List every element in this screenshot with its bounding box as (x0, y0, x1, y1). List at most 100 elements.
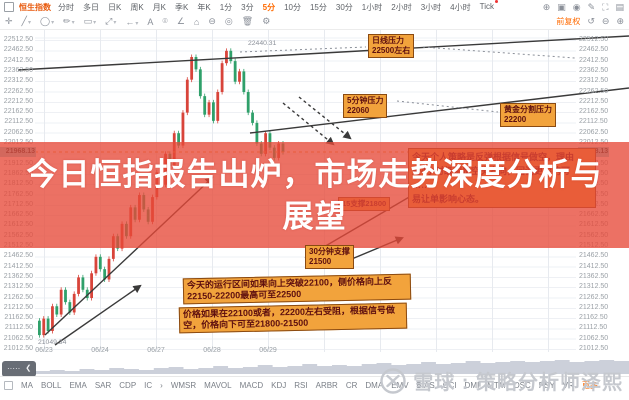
indicator-osc[interactable]: OSC (513, 380, 531, 390)
indicator-psy[interactable]: PSY (538, 380, 555, 390)
magnet-icon[interactable]: ⌂ (193, 16, 200, 27)
period-tab-季K[interactable]: 季K (175, 2, 189, 12)
indicator-wmsr[interactable]: WMSR (170, 380, 197, 390)
fullscreen-icon[interactable]: ⛶ (602, 1, 609, 12)
crosshair-icon[interactable]: ✛ (5, 16, 13, 26)
indicator-boll[interactable]: BOLL (41, 380, 62, 390)
panel-icon[interactable]: ▤ (615, 1, 624, 12)
target-icon[interactable]: ◎ (224, 16, 233, 26)
indicator-kdj[interactable]: KDJ (271, 380, 287, 390)
xueqiu-logo-icon (380, 367, 406, 394)
note-support-30min[interactable]: 30分钟支撑 21500 (305, 245, 354, 269)
indicator-bias[interactable]: BIAS (416, 380, 435, 390)
symbol-name[interactable]: 恒生指数 (19, 2, 51, 12)
period-tab-4小时[interactable]: 4小时 (450, 2, 471, 12)
period-tab-多日[interactable]: 多日 (83, 2, 99, 12)
period-tab-日K[interactable]: 日K (108, 2, 122, 12)
price-tick: 22512.50 (3, 36, 33, 43)
indicator-ic[interactable]: IC (144, 380, 153, 390)
indicator-sar[interactable]: SAR (94, 380, 112, 390)
period-tab-30分[interactable]: 30分 (335, 2, 353, 12)
note-5min-resistance[interactable]: 5分钟压力 22060 (343, 94, 388, 118)
indicator-checkbox-icon[interactable] (4, 380, 13, 390)
note-breakout-range[interactable]: 今天的运行区间如果向上突破22100，侧价格向上反 22150-22200最高可… (182, 273, 412, 305)
indicator-cci[interactable]: CCI (442, 380, 457, 390)
adjust-mode-label[interactable]: 前复权 (556, 17, 581, 26)
layout-select-icon[interactable]: ▣ (557, 1, 566, 12)
period-tab-5分[interactable]: 5分 (262, 2, 276, 12)
period-tab-月K[interactable]: 月K (152, 2, 167, 12)
indicator-ema[interactable]: EMA (69, 380, 87, 390)
collapsed-panel[interactable]: ····· ❮ (2, 361, 37, 377)
undo-icon[interactable]: ↺ (587, 16, 595, 26)
settings-icon[interactable]: ⚙ (262, 16, 271, 26)
brush-icon[interactable]: ✏▾ (63, 16, 75, 26)
period-tab-1分[interactable]: 1分 (219, 2, 233, 12)
indicator-arbr[interactable]: ARBR (315, 380, 338, 390)
add-icon[interactable]: ⊕ (542, 1, 551, 12)
date-tick: 06/29 (259, 347, 277, 354)
trendline-upper (17, 35, 629, 71)
annotation-icon[interactable]: ⌾ (162, 16, 168, 26)
drawing-toolbar: ✛ ╱▾ ◯▾ ✏▾ ▭▾ ⤢▾ ←▾ A ⌾ ∠ ⌂ ⊖ ◎ 🗑 ⚙ 前复权 ↺ ⊖ ⊕ (0, 14, 629, 30)
price-tick: 21312.50 (3, 283, 33, 291)
remove-icon[interactable]: ⊖ (208, 16, 216, 26)
indicator-vr[interactable]: VR (562, 380, 574, 390)
indicator-mtm[interactable]: MTM (487, 380, 506, 390)
indicator-dmi[interactable]: DMI (464, 380, 480, 390)
price-tick: 22462.50 (579, 46, 609, 54)
price-tick: 21312.50 (579, 283, 609, 291)
layout-icon[interactable] (4, 2, 14, 12)
arrow-left-icon[interactable]: ←▾ (125, 16, 139, 27)
period-tab-年K[interactable]: 年K (197, 2, 211, 12)
measure-icon[interactable]: ⤢▾ (105, 16, 117, 26)
headline-title: 今日恒指报告出炉，市场走势深度分析与 展望 (26, 157, 603, 234)
indicator-dma[interactable]: DMA (365, 380, 384, 390)
shape-icon[interactable]: ◯▾ (39, 16, 55, 26)
period-tab-15分[interactable]: 15分 (309, 2, 327, 12)
zoom-out-icon[interactable]: ⊖ (601, 16, 610, 26)
price-tick: 22212.50 (3, 97, 33, 105)
indicator-cdp[interactable]: CDP (119, 380, 137, 390)
price-tick: 21462.50 (579, 252, 609, 260)
period-tab-3分[interactable]: 3分 (241, 2, 254, 12)
edit-icon[interactable]: ✎ (587, 1, 596, 12)
rect-icon[interactable]: ▭▾ (83, 16, 97, 26)
period-tab-分时[interactable]: 分时 (58, 2, 74, 12)
date-tick: 06/27 (147, 347, 165, 354)
note-golden-resistance[interactable]: 黄金分割压力 22200 (500, 103, 556, 127)
price-tick: 21162.50 (579, 314, 608, 322)
indicator-cr[interactable]: CR (345, 380, 358, 390)
zoom-in-icon[interactable]: ⊕ (616, 16, 624, 26)
price-tick: 21062.50 (3, 334, 33, 342)
period-tab-1小时[interactable]: 1小时 (361, 2, 383, 12)
trash-icon[interactable]: 🗑 (241, 16, 254, 26)
period-tab-周K[interactable]: 周K (130, 2, 144, 12)
indicator-rsi[interactable]: RSI (294, 380, 308, 390)
dotted-to-daily-box (239, 46, 367, 53)
period-tab-2小时[interactable]: 2小时 (391, 2, 412, 12)
angle-icon[interactable]: ∠ (176, 16, 185, 26)
price-tick: 22062.50 (3, 128, 33, 136)
period-tab-3小时[interactable]: 3小时 (420, 2, 442, 12)
indicator-mavol[interactable]: MAVOL (204, 380, 232, 390)
note-daily-resistance[interactable]: 日线压力 22500左右 (368, 34, 415, 58)
period-tab-Tick[interactable]: Tick (480, 0, 498, 13)
price-tick: 22212.50 (579, 97, 609, 105)
trendline-icon[interactable]: ╱▾ (21, 16, 31, 26)
indicator-more[interactable]: 更多 (581, 380, 598, 390)
date-tick: 06/23 (35, 347, 53, 354)
camera-icon[interactable]: ◉ (572, 1, 581, 12)
price-tick: 21462.50 (3, 252, 33, 260)
note-short-plan[interactable]: 价格如果在22100或者，22200左右受阻，根据信号做 空，价格向下可至218… (178, 302, 408, 334)
text-tool-icon[interactable]: A (147, 16, 154, 27)
indicator-ma[interactable]: MA (21, 380, 33, 390)
price-tick: 22312.50 (3, 77, 33, 85)
dotted-connectors (239, 46, 576, 113)
period-tabs: 分时 多日 日K 周K 月K 季K 年K 1分 3分 5分 10分 15分 30分 1小时 2小时 3小时 4小… (58, 0, 498, 13)
indicator-emv[interactable]: EMV (391, 380, 409, 390)
collapse-chevron-icon[interactable]: ❮ (25, 365, 32, 372)
indicator-separator-icon[interactable]: › (160, 380, 163, 390)
indicator-macd[interactable]: MACD (239, 380, 264, 390)
period-tab-10分[interactable]: 10分 (284, 2, 301, 12)
